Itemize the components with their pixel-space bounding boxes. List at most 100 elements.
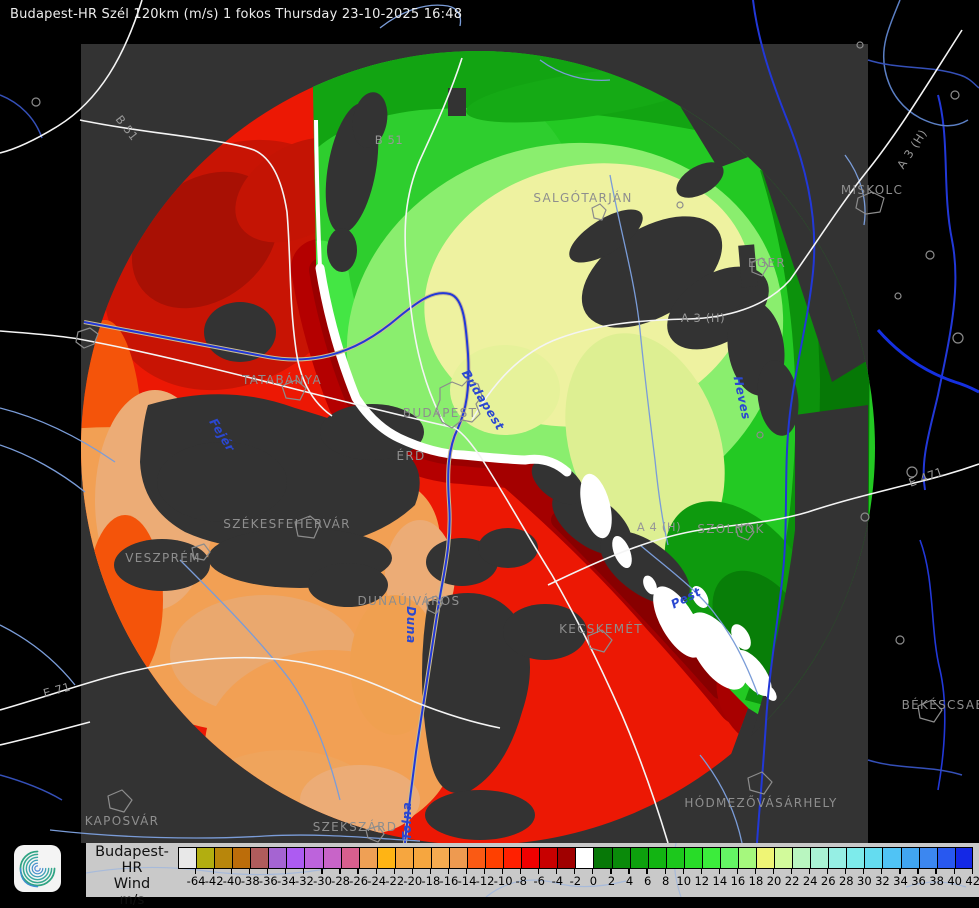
road-label-a3h: A 3 (H) — [680, 311, 726, 325]
legend-swatch: -32 — [286, 847, 314, 895]
legend-swatch: -26 — [340, 847, 368, 895]
city-label-eger: EGER — [747, 256, 787, 270]
legend-swatch: -18 — [412, 847, 440, 895]
city-label-budapest: BUDAPEST — [402, 406, 478, 420]
legend-tick-label: 38 — [929, 874, 944, 888]
legend-swatch: 32 — [864, 847, 890, 895]
city-label-szekesfehervar: SZÉKESFEHÉRVÁR — [223, 517, 351, 531]
roads-layer — [0, 0, 979, 843]
legend-tick-label: 12 — [694, 874, 710, 888]
legend-tick-label: -24 — [367, 874, 387, 888]
legend-swatch: -2 — [557, 847, 581, 895]
legend-tick-label: 8 — [662, 874, 670, 888]
legend-swatch: 10 — [665, 847, 691, 895]
city-outlines-layer — [31, 41, 964, 843]
legend-strip: -64 -42 -40 -38 -36 -34 -32 -30 -28 -26 -24 -22 -20-… — [178, 847, 979, 895]
legend-swatch: 30 — [846, 847, 872, 895]
legend-tick-label: -12 — [475, 874, 495, 888]
legend-swatch: 6 — [629, 847, 652, 895]
road-label-a4h: A 4 (H) — [636, 520, 682, 534]
legend-tick-label: 24 — [802, 874, 818, 888]
legend-swatch: -30 — [304, 847, 332, 895]
legend-tick-label: 10 — [676, 874, 692, 888]
road-label-b51-north: B 51 — [374, 133, 404, 147]
legend-swatch: 24 — [792, 847, 818, 895]
legend-tick-label: -28 — [331, 874, 350, 888]
legend-tick-label: -36 — [258, 874, 278, 888]
city-label-kaposvar: KAPOSVÁR — [84, 814, 160, 828]
legend-swatch: 8 — [647, 847, 670, 895]
legend-swatch: 4 — [611, 847, 633, 895]
legend-swatch: 36 — [900, 847, 926, 895]
city-label-kecskemet: KECSKEMÉT — [559, 622, 643, 636]
legend-tick-label: 20 — [766, 874, 782, 888]
legend-tick-label: -4 — [551, 874, 564, 888]
legend-tick-label: -38 — [240, 874, 260, 888]
legend-swatch: -14 — [448, 847, 476, 895]
legend-swatch: 40 — [936, 847, 962, 895]
legend-swatch: 14 — [701, 847, 727, 895]
legend-tick-label: 22 — [784, 874, 800, 888]
legend-swatch: -16 — [430, 847, 458, 895]
radar-map — [0, 0, 979, 843]
legend-tick-label: 34 — [893, 874, 908, 888]
legend-text: Budapest-HR Wind m/s — [86, 844, 178, 908]
legend-swatch: -24 — [358, 847, 386, 895]
legend-tick-label: -16 — [439, 874, 459, 888]
city-label-hodmezovasarhely: HÓDMEZŐVÁSÁRHELY — [684, 796, 838, 810]
legend-tick-label: -40 — [222, 874, 242, 888]
legend-swatch: -36 — [250, 847, 278, 895]
legend-tick-label: 42 — [965, 874, 979, 888]
legend-tick-label: -22 — [385, 874, 405, 888]
legend-bar: Budapest-HR Wind m/s -64 -42 -40 -38 -36 -34-… — [86, 843, 979, 908]
legend-tick-label: -26 — [349, 874, 369, 888]
legend-tick-label: -14 — [457, 874, 477, 888]
legend-tick-label: -18 — [421, 874, 441, 888]
legend-swatch: 0 — [575, 847, 597, 895]
legend-tick-label: -32 — [295, 874, 314, 888]
legend-swatch: -40 — [214, 847, 242, 895]
legend-swatch: 34 — [882, 847, 908, 895]
legend-swatch: 2 — [593, 847, 615, 895]
city-label-tatabanya: TATABÁNYA — [241, 373, 323, 387]
legend-source: Budapest-HR — [95, 844, 169, 876]
legend-swatch: -8 — [503, 847, 527, 895]
legend-unit: m/s — [119, 892, 145, 908]
legend-tick-label: -8 — [515, 874, 527, 888]
legend-tick-label: 26 — [820, 874, 836, 888]
legend-swatch: -10 — [485, 847, 513, 895]
legend-tick-label: 30 — [857, 874, 872, 888]
legend-swatch: -4 — [539, 847, 563, 895]
city-label-salgotarjan: SALGÓTARJÁN — [533, 191, 633, 205]
legend-swatch: 18 — [737, 847, 763, 895]
city-label-szolnok: SZOLNOK — [697, 522, 765, 536]
legend-swatch: -38 — [232, 847, 260, 895]
legend-tick-label: 6 — [643, 874, 652, 888]
legend-swatch: 26 — [810, 847, 836, 895]
legend-swatch: -20 — [394, 847, 422, 895]
cyclone-spiral-icon — [19, 850, 56, 888]
met-app-logo — [14, 845, 61, 892]
legend-product: Wind — [113, 876, 151, 892]
legend-swatch: -42 — [196, 847, 224, 895]
legend-tick-label: 2 — [607, 874, 616, 888]
legend-tick-label: 18 — [748, 874, 764, 888]
legend-swatch: 28 — [828, 847, 854, 895]
legend-tick-label: 28 — [838, 874, 854, 888]
legend-swatch: 20 — [756, 847, 781, 895]
city-label-miskolc: MISKOLC — [840, 183, 904, 197]
city-label-veszprem: VESZPRÉM — [125, 551, 201, 565]
legend-swatch: -28 — [322, 847, 350, 895]
map-title: Budapest-HR Szél 120km (m/s) 1 fokos Thu… — [10, 7, 463, 22]
city-label-bekescsaba: BÉKÉSCSABA — [901, 698, 979, 712]
water-label-tolna: Tolna — [400, 801, 414, 841]
city-label-szekszard: SZEKSZÁRD — [312, 820, 398, 834]
legend-tick-label: -20 — [403, 874, 423, 888]
legend-tick-label: 36 — [911, 874, 926, 888]
legend-swatch: 16 — [719, 847, 745, 895]
legend-tick-label: 14 — [712, 874, 728, 888]
water-label-duna: Duna — [404, 606, 418, 644]
legend-swatch: 38 — [918, 847, 944, 895]
city-label-dunaujvaros: DUNAÚJVÁROS — [357, 594, 461, 608]
